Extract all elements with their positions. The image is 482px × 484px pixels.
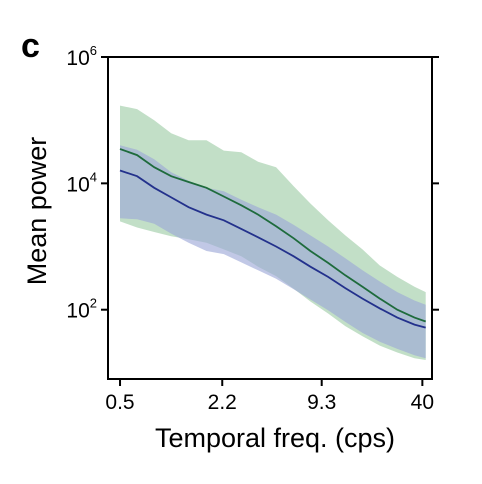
plot-frame: [107, 56, 433, 380]
x-axis-label: Temporal freq. (cps): [155, 423, 395, 453]
y-tick-labels: 102 104 106: [66, 43, 97, 323]
x-tick-labels: 0.5 2.2 9.3 40: [105, 391, 434, 414]
blue-band: [120, 145, 426, 359]
x-tick-label: 9.3: [307, 391, 336, 414]
x-tick-label: 2.2: [208, 391, 237, 414]
blue-mean-line: [119, 169, 426, 329]
x-tick-label: 40: [411, 391, 434, 414]
y-tick-label: 102: [66, 296, 97, 323]
green-mean-line: [119, 148, 426, 323]
y-tick-label: 106: [66, 43, 97, 70]
y-axis-label: Mean power: [22, 137, 52, 286]
plot-area: [101, 56, 439, 386]
panel-label: c: [21, 27, 40, 65]
x-tick-label: 0.5: [105, 391, 134, 414]
y-tick-label: 104: [66, 169, 97, 196]
